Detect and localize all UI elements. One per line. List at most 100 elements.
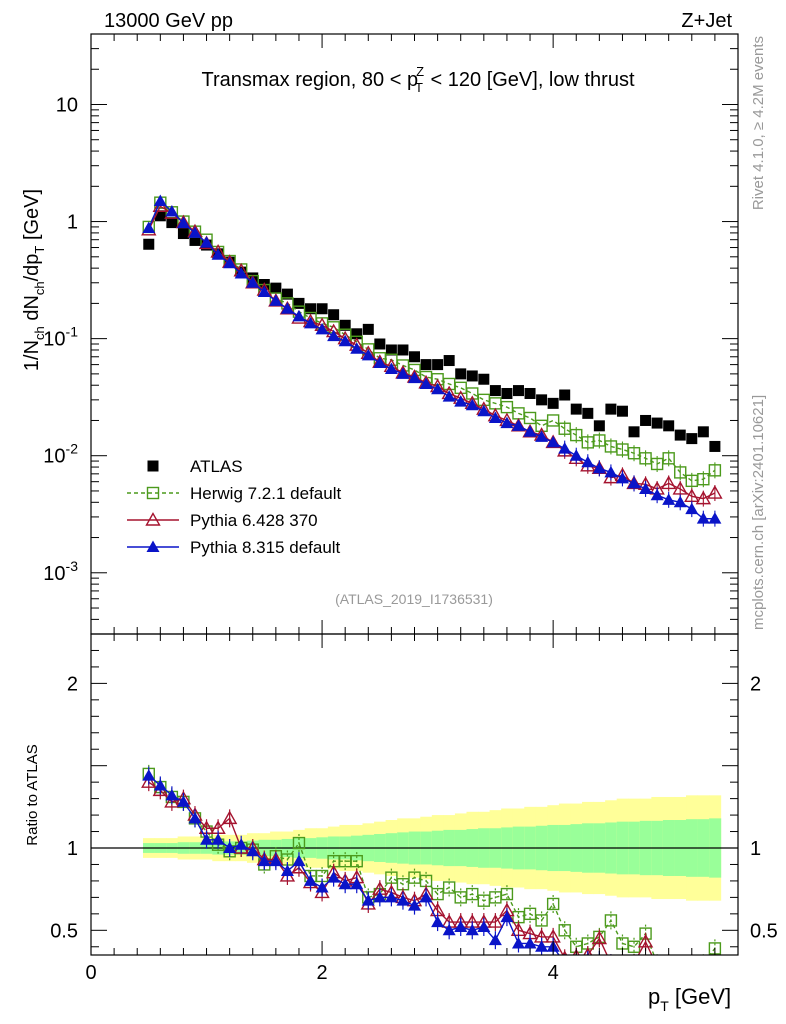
main-point-pythia8 <box>511 419 525 431</box>
ratio-point-pythia6 <box>583 947 593 955</box>
main-point-pythia8 <box>592 461 606 474</box>
ratio-point-herwig <box>523 907 537 921</box>
main-y-tick-label: 1 <box>67 212 78 234</box>
ratio-point-pythia8 <box>246 844 260 857</box>
main-point-atlas <box>697 426 709 438</box>
main-point-atlas <box>385 344 397 356</box>
main-point-atlas <box>397 344 409 356</box>
main-point-pythia8 <box>257 285 271 298</box>
main-point-atlas <box>489 385 501 397</box>
main-point-herwig <box>546 414 560 427</box>
legend-marker-herwig <box>146 486 160 500</box>
main-point-pythia8 <box>327 329 341 342</box>
ratio-point-herwig <box>292 836 306 850</box>
ratio-point-pythia8 <box>257 854 271 867</box>
ratio-point-herwig <box>558 924 571 937</box>
main-point-pythia8 <box>211 248 225 260</box>
ratio-point-pythia8 <box>697 970 710 982</box>
ratio-point-pythia8 <box>604 957 617 969</box>
main-point-atlas <box>593 420 605 432</box>
ratio-y-tick-label-right: 2 <box>750 673 761 695</box>
ratio-point-pythia8 <box>685 967 698 979</box>
main-point-atlas <box>305 303 317 315</box>
main-point-pythia6 <box>695 490 712 505</box>
legend-marker-atlas <box>147 460 159 472</box>
main-point-pythia8 <box>639 482 653 494</box>
main-point-atlas <box>362 323 374 335</box>
rivet-version-label: Rivet 4.1.0, ≥ 4.2M events <box>750 36 767 210</box>
ratio-point-pythia8 <box>628 960 641 972</box>
main-point-atlas <box>432 359 444 371</box>
main-point-pythia8 <box>581 455 595 468</box>
ratio-point-pythia8 <box>651 963 664 975</box>
main-y-tick-label: 10-2 <box>43 441 78 468</box>
main-point-herwig <box>697 473 710 486</box>
ratio-point-pythia8 <box>454 920 468 933</box>
main-point-pythia8 <box>165 204 179 217</box>
ratio-y-tick-label-left: 1 <box>67 838 78 860</box>
legend: ATLAS Herwig 7.2.1 default Pythia 6.428 37… <box>127 457 341 557</box>
ratio-point-pythia6 <box>697 960 710 972</box>
main-point-pythia8 <box>153 194 167 206</box>
ratio-point-pythia8 <box>153 778 167 791</box>
main-point-atlas <box>316 303 328 315</box>
ratio-point-pythia8 <box>373 890 387 903</box>
ratio-point-herwig <box>652 958 663 969</box>
main-point-atlas <box>582 407 594 419</box>
ratio-point-pythia8 <box>488 933 502 946</box>
legend-label-atlas: ATLAS <box>190 457 243 476</box>
ratio-point-pythia6 <box>651 960 664 972</box>
ratio-point-pythia8 <box>315 881 329 893</box>
main-point-atlas <box>339 319 351 331</box>
ratio-point-pythia8 <box>188 811 202 824</box>
main-point-pythia8 <box>234 267 248 279</box>
main-y-axis-label: 1/Nch dNch/dpT [GeV] <box>21 189 47 371</box>
ratio-point-pythia8 <box>708 970 721 982</box>
ratio-point-pythia6 <box>628 957 641 969</box>
x-tick-label: 4 <box>548 962 559 984</box>
main-point-atlas <box>166 217 178 229</box>
ratio-point-pythia6 <box>685 957 698 969</box>
main-point-atlas <box>651 417 663 429</box>
ratio-point-pythia8 <box>639 963 652 975</box>
ratio-point-pythia8 <box>176 795 190 807</box>
main-point-atlas <box>281 288 293 300</box>
ratio-point-pythia8 <box>465 923 479 936</box>
ratio-point-herwig <box>604 914 618 927</box>
main-point-pythia8 <box>615 471 629 484</box>
main-point-pythia8 <box>408 371 421 384</box>
ratio-y-tick-label-right: 0.5 <box>750 920 778 942</box>
main-point-pythia8 <box>304 316 318 329</box>
main-point-atlas <box>374 338 386 350</box>
main-point-pythia8 <box>315 322 329 335</box>
main-point-atlas <box>409 351 420 363</box>
main-point-pythia8 <box>361 348 375 361</box>
main-point-atlas <box>501 387 513 399</box>
ratio-point-pythia8 <box>558 957 571 969</box>
main-point-atlas <box>709 440 721 452</box>
main-series <box>141 194 723 527</box>
main-point-pythia8 <box>627 476 641 489</box>
ratio-point-herwig <box>466 887 479 901</box>
ratio-point-pythia8 <box>500 910 514 923</box>
ratio-point-herwig <box>431 887 444 901</box>
main-point-atlas <box>177 228 189 240</box>
ratio-point-pythia8 <box>223 841 237 853</box>
main-line-pythia6 <box>148 205 716 500</box>
main-point-atlas <box>605 403 617 415</box>
main-point-pythia8 <box>338 334 352 347</box>
header-energy-label: 13000 GeV pp <box>104 10 233 32</box>
ratio-point-pythia8 <box>280 864 294 877</box>
ratio-point-pythia6 <box>662 957 675 969</box>
main-point-pythia8 <box>465 398 479 411</box>
ratio-point-pythia8 <box>361 894 375 906</box>
main-point-pythia8 <box>442 390 456 402</box>
main-point-atlas <box>143 238 155 250</box>
ratio-point-pythia8 <box>165 788 179 801</box>
ratio-point-herwig <box>535 914 548 927</box>
main-point-atlas <box>478 373 490 385</box>
main-point-pythia8 <box>650 488 664 501</box>
main-plot-frame <box>90 33 739 635</box>
ratio-point-pythia6 <box>487 914 504 928</box>
main-point-atlas <box>328 309 340 321</box>
